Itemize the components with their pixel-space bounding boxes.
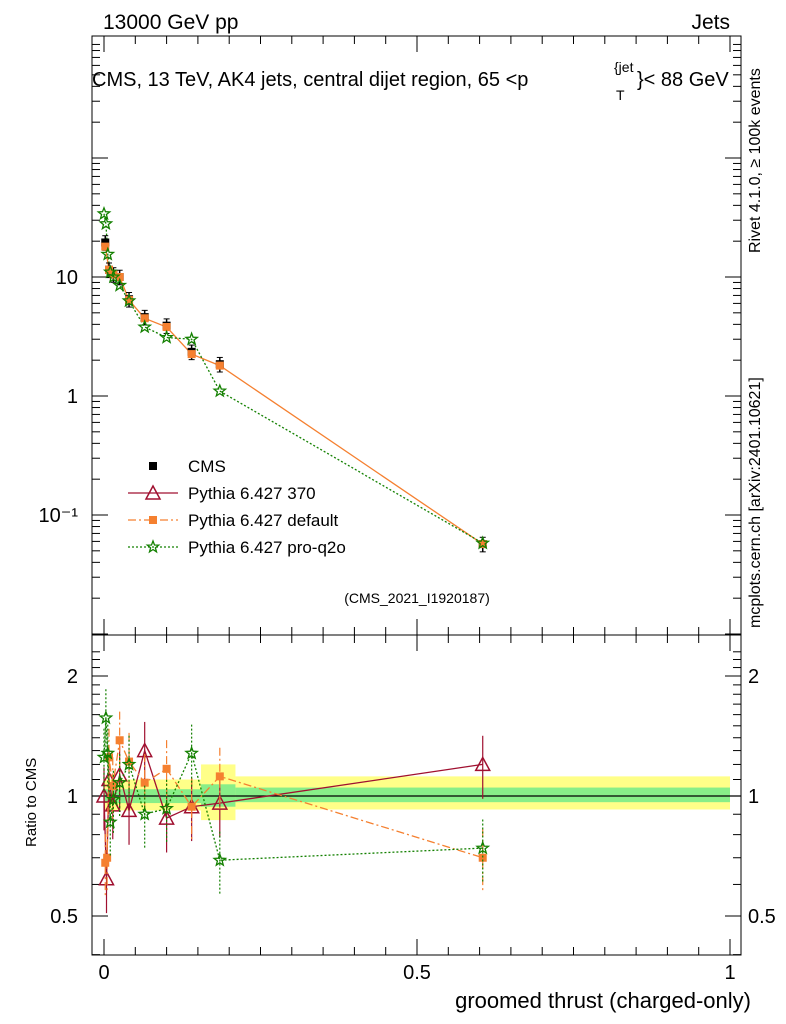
ratio-point	[120, 801, 138, 818]
side-label-bottom: mcplots.cern.ch [arXiv:2401.10621]	[747, 377, 764, 628]
main-point	[112, 277, 128, 292]
cms-point	[101, 238, 110, 247]
main-point	[162, 323, 171, 332]
ratio-point	[100, 745, 116, 760]
legend-label: Pythia 6.427 default	[188, 511, 339, 530]
legend-label: Pythia 6.427 pro-q2o	[188, 538, 346, 557]
ratio-point	[121, 756, 137, 771]
legend-marker	[149, 462, 157, 470]
ratio-point	[212, 852, 228, 867]
ratio-point	[162, 764, 171, 773]
ratio-point	[102, 814, 118, 829]
main-point	[96, 205, 112, 221]
ratio-x-tick-label: 0.5	[403, 962, 431, 984]
ratio-point	[159, 800, 175, 815]
ratio-point	[478, 853, 487, 862]
main-point	[478, 540, 487, 549]
ratio-point	[103, 853, 112, 862]
legend: CMS Pythia 6.427 370 Pythia 6.427 default P…	[128, 457, 346, 557]
ratio-y-tick-label: 2	[67, 666, 78, 688]
legend-label: CMS	[188, 457, 226, 476]
ratio-point	[137, 806, 153, 821]
ratio-point	[105, 791, 121, 806]
legend-label: Pythia 6.427 370	[188, 484, 316, 503]
main-y-tick-label: 1	[67, 386, 78, 408]
ratio-point	[108, 781, 117, 790]
header-left: 13000 GeV pp	[103, 11, 238, 34]
ratio-x-tick-label: 0	[98, 962, 109, 984]
main-point	[184, 331, 200, 346]
ratio-y-tick-label-right: 0.5	[748, 906, 776, 928]
title-end: }< 88 GeV	[637, 69, 729, 91]
main-point	[115, 273, 124, 281]
ratio-point	[474, 755, 491, 772]
chart-title: CMS, 13 TeV, AK4 jets, central dijet reg…	[92, 59, 729, 103]
title-sup: {jet	[614, 59, 634, 75]
main-point	[159, 329, 175, 344]
legend-entry: Pythia 6.427 default	[128, 511, 339, 530]
ratio-point	[95, 787, 113, 803]
ratio-point	[215, 772, 224, 781]
title-sub: T	[616, 87, 625, 103]
side-label-top: Rivet 4.1.0, ≥ 100k events	[747, 68, 764, 253]
ratio-y-tick-label-right: 2	[748, 666, 759, 688]
ratio-point	[115, 736, 124, 745]
legend-marker	[145, 539, 161, 554]
x-axis-label: groomed thrust (charged-only)	[455, 988, 751, 1013]
main-point	[215, 361, 224, 370]
ratio-y-tick-label-right: 1	[748, 786, 759, 808]
title-main: CMS, 13 TeV, AK4 jets, central dijet reg…	[92, 69, 528, 91]
ratio-point	[187, 802, 196, 811]
main-point	[100, 246, 116, 261]
main-point	[212, 383, 228, 398]
header-right: Jets	[691, 11, 730, 34]
main-point	[187, 350, 196, 359]
ratio-point	[101, 858, 110, 867]
ratio-y-axis-label: Ratio to CMS	[23, 758, 40, 847]
main-point	[98, 215, 114, 231]
ratio-point	[98, 710, 114, 725]
legend-marker	[149, 516, 157, 524]
ratio-y-tick-label: 1	[67, 786, 78, 808]
ratio-point	[211, 794, 229, 810]
main-point	[475, 535, 491, 550]
legend-marker	[144, 484, 162, 500]
main-point	[140, 314, 149, 323]
ratio-y-tick-label: 0.5	[50, 906, 78, 928]
main-point	[137, 319, 153, 334]
main-y-tick-label: 10⁻¹	[39, 505, 79, 527]
ratio-point	[184, 745, 200, 760]
main-y-tick-label: 10	[56, 267, 78, 289]
ratio-point	[140, 778, 149, 787]
legend-entry: Pythia 6.427 370	[128, 484, 316, 503]
ratio-point	[112, 774, 128, 790]
ratio-series-line	[103, 748, 483, 879]
ratio-x-tick-label: 1	[724, 962, 735, 984]
ratio-point	[475, 840, 491, 855]
main-series-line	[103, 213, 484, 544]
main-point	[105, 269, 121, 284]
analysis-id: (CMS_2021_I1920187)	[344, 590, 490, 606]
main-point	[101, 242, 110, 251]
main-point	[125, 296, 134, 305]
legend-entry: Pythia 6.427 pro-q2o	[128, 538, 346, 557]
ratio-point	[98, 870, 115, 886]
ratio-point	[111, 766, 128, 782]
main-point	[121, 293, 137, 308]
legend-entry: CMS	[149, 457, 226, 476]
